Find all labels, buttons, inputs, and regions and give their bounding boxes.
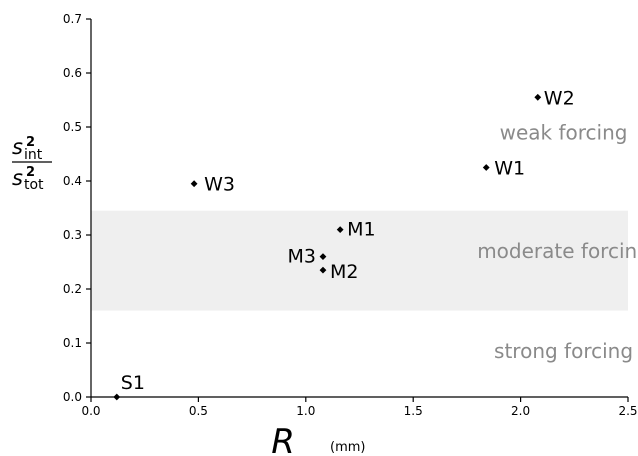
data-label-S1: S1 xyxy=(121,372,145,394)
x-tick-label-2.5: 2.5 xyxy=(618,404,637,418)
annotation-weak-forcing: weak forcing xyxy=(500,120,628,144)
data-point-W2 xyxy=(534,93,542,101)
y-axis-label-denominator-sub: tot xyxy=(24,177,44,193)
x-axis-label: R xyxy=(271,422,295,456)
y-tick-label-0.2: 0.2 xyxy=(63,282,82,296)
annotation-strong-forcing: strong forcing xyxy=(494,339,633,363)
data-point-S1 xyxy=(113,393,121,401)
data-label-W2: W2 xyxy=(544,87,575,109)
y-tick-label-0.6: 0.6 xyxy=(63,66,82,80)
annotation-moderate-forcing: moderate forcing xyxy=(477,239,638,263)
y-tick-label-0.7: 0.7 xyxy=(63,12,82,26)
y-tick-label-0.4: 0.4 xyxy=(63,174,82,188)
data-label-W1: W1 xyxy=(494,158,525,180)
x-tick-label-0.5: 0.5 xyxy=(189,404,208,418)
y-axis-label-denominator-exp: 2 xyxy=(26,165,35,180)
x-axis-unit: (mm) xyxy=(330,440,365,455)
x-tick-label-1.5: 1.5 xyxy=(404,404,423,418)
y-axis-label-numerator-sub: int xyxy=(24,147,43,163)
y-tick-label-0.5: 0.5 xyxy=(63,120,82,134)
y-tick-label-0.3: 0.3 xyxy=(63,228,82,242)
data-point-M3 xyxy=(319,253,327,260)
y-axis-label-numerator-exp: 2 xyxy=(26,135,35,150)
data-point-W1 xyxy=(482,164,490,171)
data-label-M1: M1 xyxy=(347,219,375,241)
x-tick-label-1.0: 1.0 xyxy=(296,404,315,418)
data-label-M2: M2 xyxy=(330,261,358,283)
y-tick-label-0.0: 0.0 xyxy=(63,390,82,404)
data-point-M2 xyxy=(319,266,327,274)
x-tick-label-2.0: 2.0 xyxy=(511,404,530,418)
data-point-M1 xyxy=(336,226,344,233)
data-label-W3: W3 xyxy=(204,174,235,196)
y-axis-label-numerator: s xyxy=(12,135,23,159)
x-tick-label-0.0: 0.0 xyxy=(81,404,100,418)
y-tick-label-0.1: 0.1 xyxy=(63,336,82,350)
band-0 xyxy=(91,210,628,311)
data-label-M3: M3 xyxy=(287,246,315,268)
y-axis-label-denominator: s xyxy=(12,166,23,190)
data-point-W3 xyxy=(190,180,198,188)
